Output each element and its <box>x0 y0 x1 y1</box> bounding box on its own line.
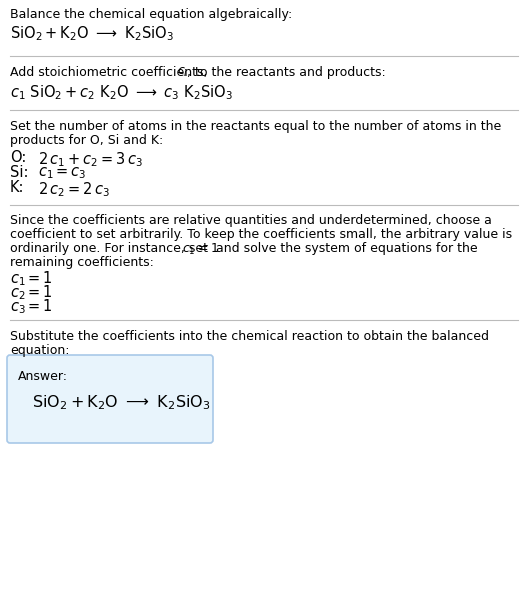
Text: coefficient to set arbitrarily. To keep the coefficients small, the arbitrary va: coefficient to set arbitrarily. To keep … <box>10 228 512 241</box>
Text: Set the number of atoms in the reactants equal to the number of atoms in the: Set the number of atoms in the reactants… <box>10 120 501 133</box>
Text: products for O, Si and K:: products for O, Si and K: <box>10 134 163 147</box>
Text: Balance the chemical equation algebraically:: Balance the chemical equation algebraica… <box>10 8 293 21</box>
Text: Since the coefficients are relative quantities and underdetermined, choose a: Since the coefficients are relative quan… <box>10 214 492 227</box>
Text: K:: K: <box>10 180 24 195</box>
Text: $c_3 = 1$: $c_3 = 1$ <box>10 297 53 316</box>
FancyBboxPatch shape <box>7 355 213 443</box>
Text: and solve the system of equations for the: and solve the system of equations for th… <box>212 242 477 255</box>
Text: remaining coefficients:: remaining coefficients: <box>10 256 154 269</box>
Text: Si:: Si: <box>10 165 29 180</box>
Text: Answer:: Answer: <box>18 370 68 383</box>
Text: $\mathregular{SiO_2 + K_2O\ \longrightarrow\ K_2SiO_3}$: $\mathregular{SiO_2 + K_2O\ \longrightar… <box>32 393 211 412</box>
Text: $c_1\ \mathregular{SiO_2} + c_2\ \mathregular{K_2O}\ \longrightarrow\ c_3\ \math: $c_1\ \mathregular{SiO_2} + c_2\ \mathre… <box>10 83 233 102</box>
Text: , to the reactants and products:: , to the reactants and products: <box>187 66 385 79</box>
Text: equation:: equation: <box>10 344 70 357</box>
Text: $c_1 = c_3$: $c_1 = c_3$ <box>38 165 87 181</box>
Text: $2\,c_2 = 2\,c_3$: $2\,c_2 = 2\,c_3$ <box>38 180 110 199</box>
Text: $c_1 = 1$: $c_1 = 1$ <box>182 242 219 257</box>
Text: $c_i$: $c_i$ <box>177 66 188 79</box>
Text: $2\,c_1 + c_2 = 3\,c_3$: $2\,c_1 + c_2 = 3\,c_3$ <box>38 150 143 169</box>
Text: $c_1 = 1$: $c_1 = 1$ <box>10 269 53 288</box>
Text: O:: O: <box>10 150 26 165</box>
Text: $\mathregular{SiO_2 + K_2O\ \longrightarrow\ K_2SiO_3}$: $\mathregular{SiO_2 + K_2O\ \longrightar… <box>10 24 174 43</box>
Text: Substitute the coefficients into the chemical reaction to obtain the balanced: Substitute the coefficients into the che… <box>10 330 489 343</box>
Text: ordinarily one. For instance, set: ordinarily one. For instance, set <box>10 242 212 255</box>
Text: $c_2 = 1$: $c_2 = 1$ <box>10 283 53 302</box>
Text: Add stoichiometric coefficients,: Add stoichiometric coefficients, <box>10 66 212 79</box>
